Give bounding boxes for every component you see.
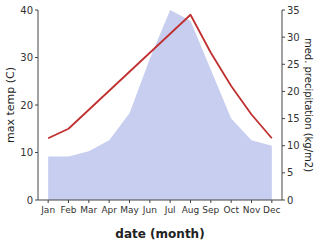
x-tick-label: Aug xyxy=(182,205,200,215)
x-tick-label: Apr xyxy=(101,205,117,215)
precip-area xyxy=(48,10,272,200)
y2-tick-label: 30 xyxy=(287,32,300,43)
x-tick-label: Jun xyxy=(142,205,157,215)
y2-tick-label: 15 xyxy=(287,113,300,124)
x-tick-label: Feb xyxy=(61,205,77,215)
y2-tick xyxy=(282,91,285,92)
x-tick-label: May xyxy=(120,205,139,215)
x-tick-label: Sep xyxy=(202,205,219,215)
y-tick xyxy=(35,10,38,11)
y2-tick xyxy=(282,172,285,173)
x-tick-label: Mar xyxy=(80,205,97,215)
x-tick xyxy=(88,200,89,203)
y-tick xyxy=(35,200,38,201)
y2-tick-label: 0 xyxy=(287,195,293,206)
plot-area xyxy=(48,10,272,200)
y2-tick-label: 10 xyxy=(287,140,300,151)
y2-tick xyxy=(282,10,285,11)
temp-line xyxy=(48,15,272,139)
x-tick-label: Nov xyxy=(243,205,261,215)
y-tick xyxy=(35,57,38,58)
x-tick xyxy=(129,200,130,203)
y2-axis-line xyxy=(282,10,283,200)
x-tick-label: Jan xyxy=(40,205,55,215)
y2-tick-label: 20 xyxy=(287,86,300,97)
y-tick-label: 10 xyxy=(20,147,33,158)
y2-tick xyxy=(282,64,285,65)
y-tick-label: 30 xyxy=(20,52,33,63)
y-tick-label: 20 xyxy=(20,100,33,111)
x-tick xyxy=(231,200,232,203)
x-tick xyxy=(190,200,191,203)
x-tick xyxy=(109,200,110,203)
x-tick xyxy=(149,200,150,203)
y2-axis-label: med. precipitation (kg/m2) xyxy=(303,38,314,172)
y2-tick xyxy=(282,200,285,201)
y2-tick-label: 25 xyxy=(287,59,300,70)
y2-tick xyxy=(282,145,285,146)
x-tick-label: Dec xyxy=(263,205,280,215)
x-axis-line xyxy=(38,200,282,201)
x-axis-label: date (month) xyxy=(115,227,204,241)
x-tick xyxy=(210,200,211,203)
x-tick xyxy=(170,200,171,203)
x-tick-label: Oct xyxy=(223,205,239,215)
x-tick xyxy=(271,200,272,203)
y-tick-label: 40 xyxy=(20,5,33,16)
x-tick xyxy=(251,200,252,203)
x-tick xyxy=(48,200,49,203)
x-tick xyxy=(68,200,69,203)
y2-tick-label: 5 xyxy=(287,167,293,178)
y2-tick-label: 35 xyxy=(287,5,300,16)
y-tick xyxy=(35,152,38,153)
chart-container: 01020304005101520253035JanFebMarAprMayJu… xyxy=(0,0,318,247)
x-tick-label: Jul xyxy=(164,205,176,215)
y2-tick xyxy=(282,37,285,38)
y2-tick xyxy=(282,118,285,119)
y-tick xyxy=(35,105,38,106)
y-axis-label: max temp (C) xyxy=(4,67,17,143)
y-tick-label: 0 xyxy=(27,195,33,206)
chart: 01020304005101520253035JanFebMarAprMayJu… xyxy=(0,0,318,247)
